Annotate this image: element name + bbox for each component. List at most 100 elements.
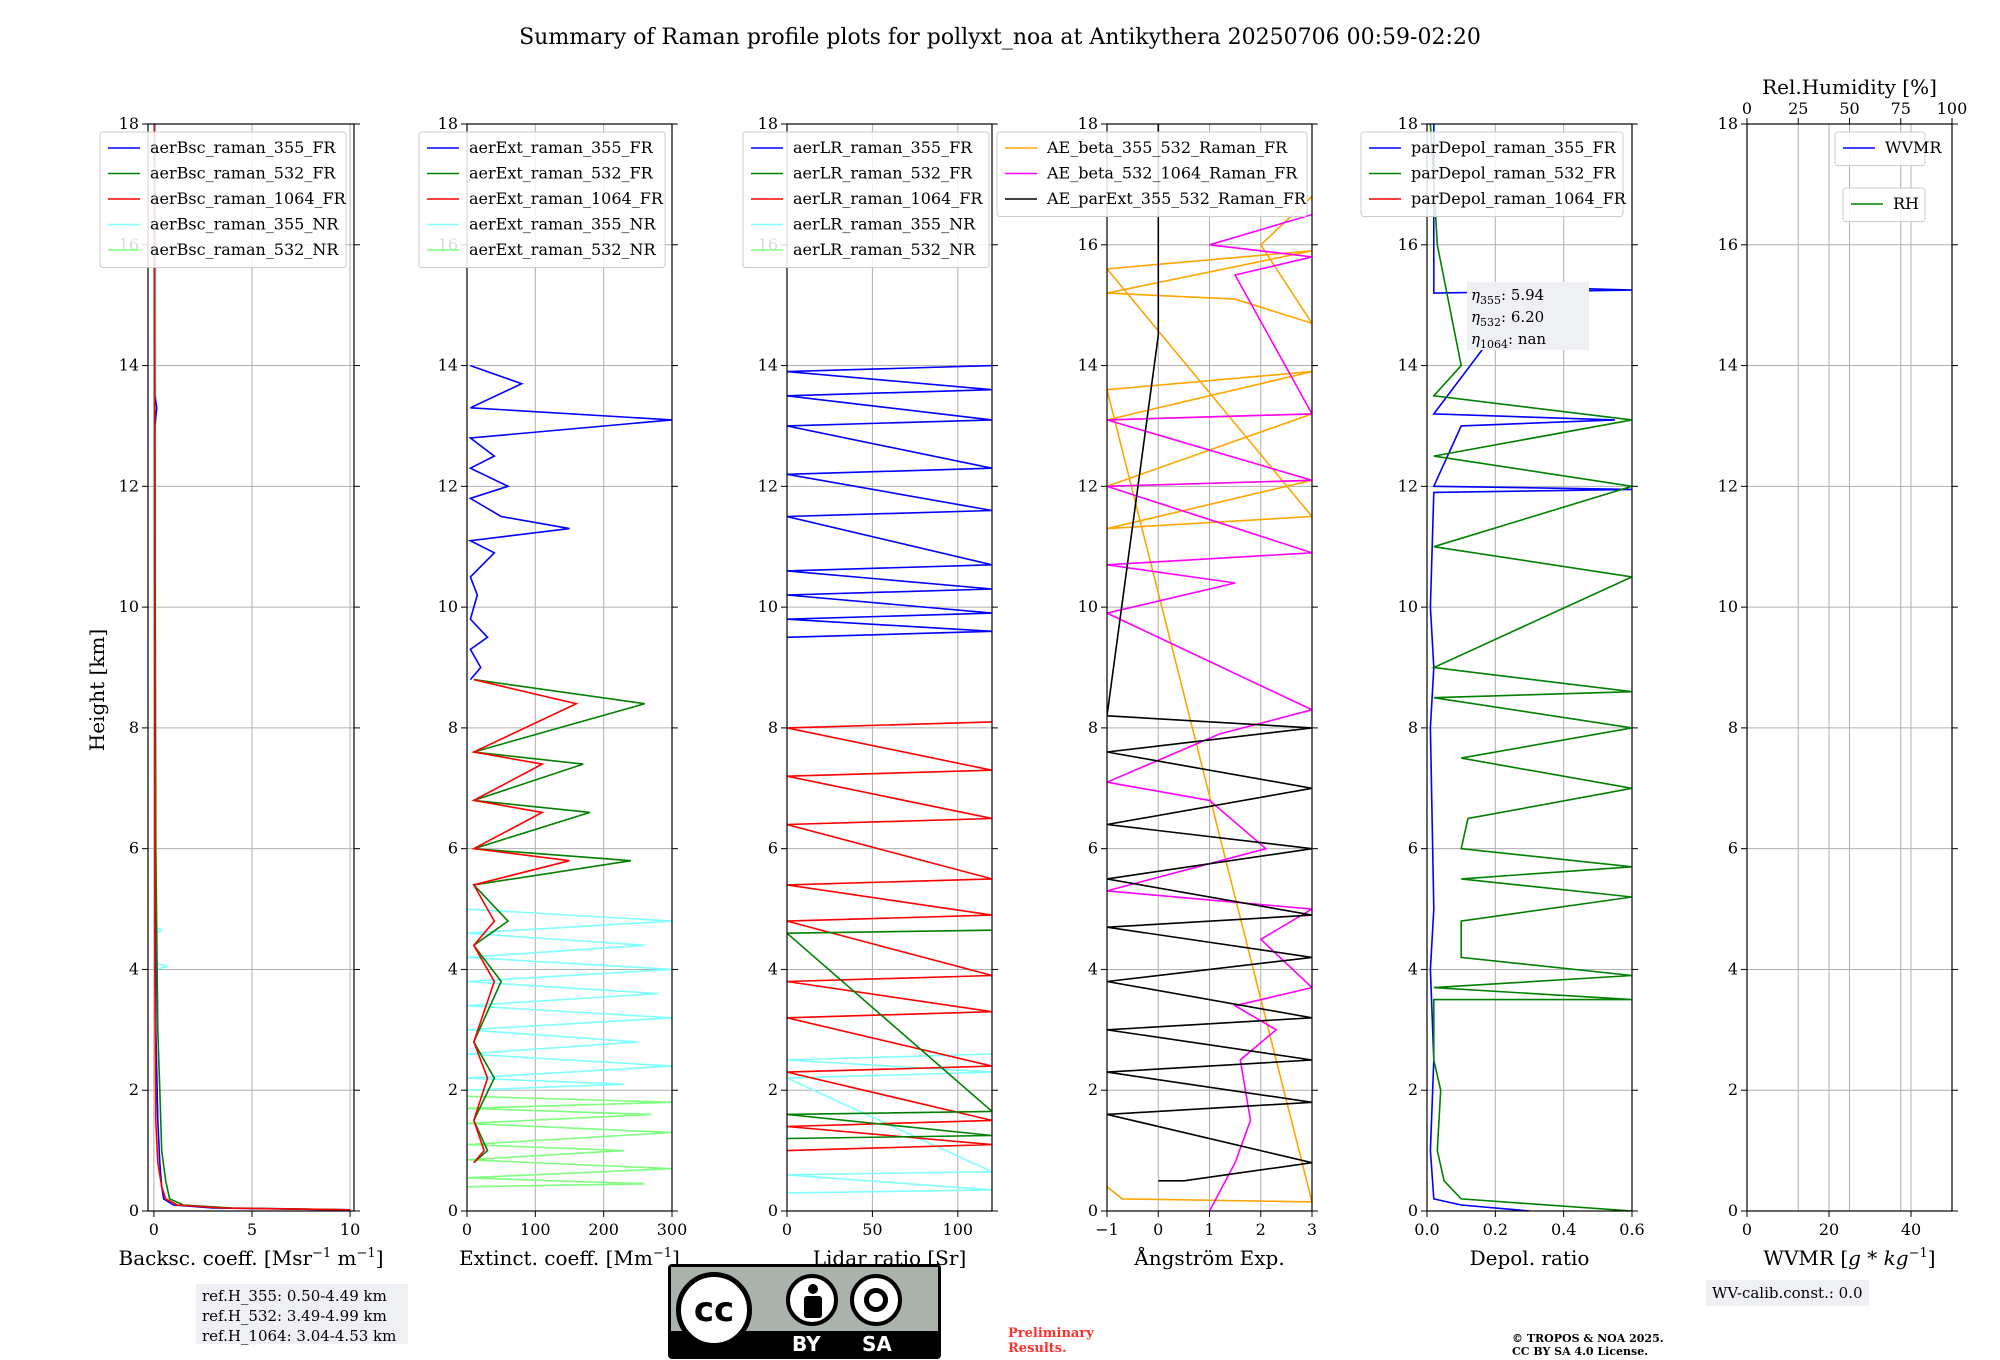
x-axis-label: Ångström Exp. xyxy=(1133,1245,1284,1270)
cc-license-badge: cc BY SA xyxy=(668,1264,941,1359)
x-tick-label: 0 xyxy=(1742,1220,1752,1239)
series-2 xyxy=(787,721,992,1152)
cc-logo-text: cc xyxy=(693,1290,735,1330)
axes-frame xyxy=(147,123,355,1212)
ref-height-355: ref.H_355: 0.50-4.49 km xyxy=(202,1287,387,1305)
by-person-icon xyxy=(786,1274,838,1326)
ref-height-1064: ref.H_1064: 3.04-4.53 km xyxy=(202,1327,397,1345)
x-tick-label: 100 xyxy=(943,1220,974,1239)
series-3 xyxy=(787,929,992,1140)
legend: AE_beta_355_532_Raman_FR AE_beta_532_1064… xyxy=(996,131,1308,217)
legend-box xyxy=(99,131,347,268)
legend-label: aerExt_raman_532_NR xyxy=(469,240,657,259)
copyright-note: © TROPOS & NOA 2025. CC BY SA 4.0 Licens… xyxy=(1512,1332,1664,1358)
y-tick-label: 0 xyxy=(1408,1201,1418,1220)
eta-box xyxy=(1467,282,1589,350)
legend-label: parDepol_raman_532_FR xyxy=(1411,164,1617,183)
series-2 xyxy=(467,364,672,681)
wv-calib-box: WV-calib.const.: 0.0 xyxy=(1706,1280,1869,1306)
axes-frame xyxy=(466,123,673,1212)
y-tick-label: 6 xyxy=(1088,839,1098,858)
eta-annotation: η1064: nan xyxy=(1471,330,1546,351)
y-tick-label: 8 xyxy=(768,718,778,737)
series-3 xyxy=(153,124,351,1211)
y-tick-label: 0 xyxy=(1088,1201,1098,1220)
y-tick-label: 12 xyxy=(119,476,139,495)
legend-label: aerExt_raman_1064_FR xyxy=(469,189,664,208)
y-tick-label: 18 xyxy=(758,114,778,133)
cc-logo-icon: cc xyxy=(676,1272,752,1348)
x-tick-label: 5 xyxy=(247,1220,257,1239)
y-tick-label: 2 xyxy=(1728,1080,1738,1099)
sa-share-alike-icon xyxy=(850,1274,902,1326)
series-2 xyxy=(1107,124,1312,1182)
x-tick-label: 0.0 xyxy=(1414,1220,1439,1239)
series-4 xyxy=(471,678,579,1164)
legend-label: parDepol_raman_355_FR xyxy=(1411,138,1617,157)
legend: aerExt_raman_355_FR aerExt_raman_532_FRae… xyxy=(418,131,666,268)
y-tick-label: 14 xyxy=(119,356,139,375)
y-tick-label: 10 xyxy=(1398,597,1418,616)
y-axis-label: Height [km] xyxy=(85,629,109,751)
preliminary-line-2: Results. xyxy=(1008,1341,1067,1356)
y-tick-label: 2 xyxy=(129,1080,139,1099)
legend-label: aerBsc_raman_355_NR xyxy=(150,215,339,234)
legend-label: aerBsc_raman_355_FR xyxy=(150,138,336,157)
legend: aerBsc_raman_355_FR aerBsc_raman_532_FRae… xyxy=(99,131,347,268)
copyright-line-1: © TROPOS & NOA 2025. xyxy=(1512,1332,1664,1345)
legend-label: parDepol_raman_1064_FR xyxy=(1411,189,1627,208)
y-tick-label: 18 xyxy=(1078,114,1098,133)
legend-box xyxy=(418,131,666,268)
top-tick-label: 0 xyxy=(1742,99,1752,118)
x-tick-label: 0 xyxy=(1153,1220,1163,1239)
preliminary-note: Preliminary Results. xyxy=(1008,1326,1094,1356)
legend-label: aerExt_raman_355_FR xyxy=(469,138,654,157)
x-tick-label: 0.6 xyxy=(1619,1220,1644,1239)
y-tick-label: 4 xyxy=(129,959,139,978)
x-axis-label: Extinct. coeff. [Mm−1] xyxy=(459,1246,680,1270)
legend-label: WVMR xyxy=(1885,138,1942,157)
y-tick-label: 12 xyxy=(1078,476,1098,495)
x-tick-label: 3 xyxy=(1307,1220,1317,1239)
cc-sa-label: SA xyxy=(862,1332,892,1356)
legend-label: AE_parExt_355_532_Raman_FR xyxy=(1046,189,1307,208)
legend-label: aerExt_raman_355_NR xyxy=(469,215,657,234)
panel-2: 0246810121416180100200300Extinct. coeff.… xyxy=(418,114,687,1270)
x-tick-label: 20 xyxy=(1819,1220,1839,1239)
top-tick-label: 50 xyxy=(1839,99,1859,118)
legend-label: aerLR_raman_532_FR xyxy=(793,164,973,183)
y-tick-label: 6 xyxy=(1728,839,1738,858)
top-tick-label: 100 xyxy=(1937,99,1968,118)
y-tick-label: 12 xyxy=(1718,476,1738,495)
legend-label: aerBsc_raman_532_NR xyxy=(150,240,339,259)
panel-5: 0 2 4 6 8 10 12 14 16 18 0.0 0.2 0.4 0.6 Depol. ratio p… xyxy=(1360,114,1645,1270)
y-tick-label: 2 xyxy=(768,1080,778,1099)
legend: aerLR_raman_355_FR aerLR_raman_532_FR aerL… xyxy=(742,131,990,268)
y-tick-label: 2 xyxy=(1088,1080,1098,1099)
y-tick-label: 2 xyxy=(1408,1080,1418,1099)
y-tick-label: 4 xyxy=(768,959,778,978)
wv-calib-text: WV-calib.const.: 0.0 xyxy=(1712,1284,1863,1302)
y-tick-label: 14 xyxy=(438,356,458,375)
y-tick-label: 10 xyxy=(1718,597,1738,616)
legend-label: aerLR_raman_355_FR xyxy=(793,138,973,157)
y-tick-label: 4 xyxy=(1088,959,1098,978)
top-axis-label: Rel.Humidity [%] xyxy=(1762,75,1937,99)
y-tick-label: 4 xyxy=(448,959,458,978)
y-tick-label: 10 xyxy=(1078,597,1098,616)
y-tick-label: 6 xyxy=(1408,839,1418,858)
x-tick-label: 50 xyxy=(862,1220,882,1239)
series-1 xyxy=(1429,124,1632,1211)
y-tick-label: 6 xyxy=(448,839,458,858)
preliminary-line-1: Preliminary xyxy=(1008,1326,1094,1341)
y-tick-label: 8 xyxy=(1728,718,1738,737)
y-tick-label: 18 xyxy=(438,114,458,133)
y-tick-label: 10 xyxy=(119,597,139,616)
eta-annotation: η532: 6.20 xyxy=(1471,308,1544,329)
legend-rh: RH xyxy=(1842,187,1926,222)
y-tick-label: 14 xyxy=(1398,356,1418,375)
y-tick-label: 10 xyxy=(758,597,778,616)
